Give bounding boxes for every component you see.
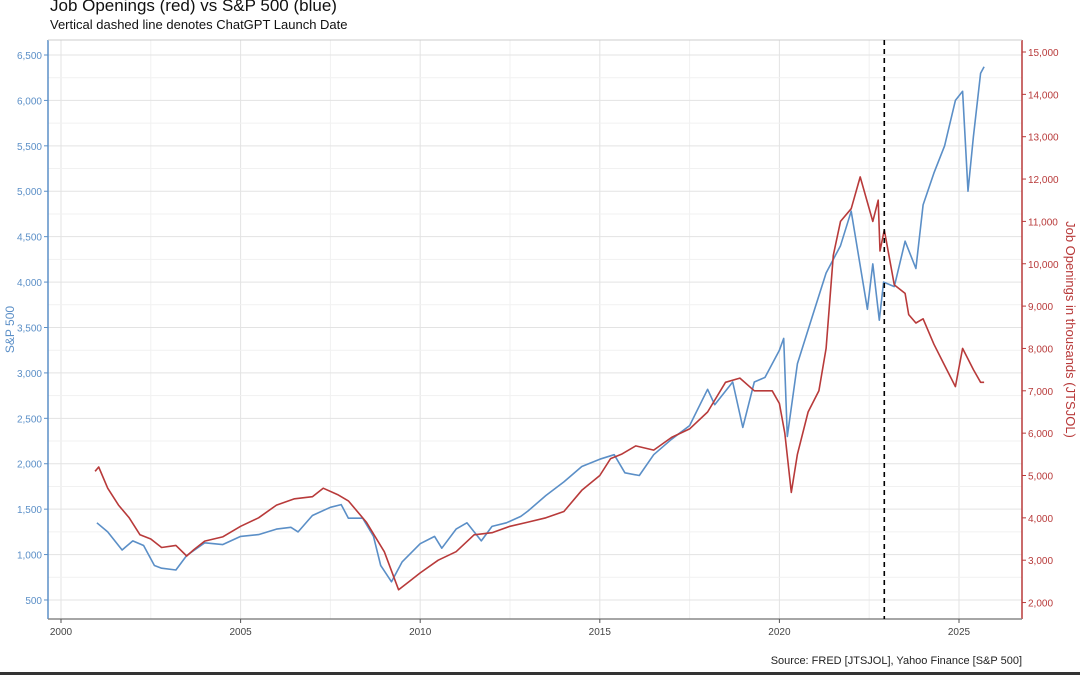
left-tick-label: 4,000 — [17, 278, 42, 289]
x-tick-label: 2010 — [409, 627, 432, 638]
source-caption: Source: FRED [JTSJOL], Yahoo Finance [S&… — [770, 655, 1022, 667]
left-tick-label: 500 — [25, 596, 42, 607]
right-tick-label: 15,000 — [1028, 48, 1059, 59]
left-tick-label: 1,000 — [17, 551, 42, 562]
right-tick-label: 9,000 — [1028, 302, 1053, 313]
chart-title: Job Openings (red) vs S&P 500 (blue) — [50, 0, 337, 15]
right-tick-label: 14,000 — [1028, 90, 1059, 101]
left-tick-label: 6,000 — [17, 96, 42, 107]
right-tick-label: 4,000 — [1028, 514, 1053, 525]
x-tick-label: 2000 — [50, 627, 73, 638]
left-axis-title: S&P 500 — [3, 306, 17, 353]
sp500-line — [96, 66, 985, 583]
right-tick-label: 8,000 — [1028, 344, 1053, 355]
chart-subtitle: Vertical dashed line denotes ChatGPT Lau… — [50, 17, 348, 32]
right-tick-label: 13,000 — [1028, 133, 1059, 144]
left-tick-label: 3,000 — [17, 369, 42, 380]
left-tick-label: 1,500 — [17, 505, 42, 516]
job-openings-line — [94, 176, 985, 591]
left-tick-label: 4,500 — [17, 233, 42, 244]
right-tick-label: 10,000 — [1028, 260, 1059, 271]
left-tick-label: 2,500 — [17, 414, 42, 425]
left-tick-label: 5,000 — [17, 187, 42, 198]
x-tick-label: 2005 — [229, 627, 252, 638]
left-tick-label: 6,500 — [17, 51, 42, 62]
right-tick-label: 5,000 — [1028, 472, 1053, 483]
right-tick-label: 7,000 — [1028, 387, 1053, 398]
x-tick-label: 2015 — [589, 627, 612, 638]
right-tick-label: 6,000 — [1028, 429, 1053, 440]
left-tick-label: 2,000 — [17, 460, 42, 471]
right-tick-label: 12,000 — [1028, 175, 1059, 186]
x-tick-label: 2020 — [768, 627, 791, 638]
right-tick-label: 2,000 — [1028, 599, 1053, 610]
left-tick-label: 5,500 — [17, 142, 42, 153]
bottom-bar — [0, 672, 1080, 675]
right-axis-title: Job Openings in thousands (JTSJOL) — [1063, 221, 1078, 438]
x-tick-label: 2025 — [948, 627, 971, 638]
right-tick-label: 3,000 — [1028, 556, 1053, 567]
left-tick-label: 3,500 — [17, 323, 42, 334]
right-tick-label: 11,000 — [1028, 217, 1058, 228]
